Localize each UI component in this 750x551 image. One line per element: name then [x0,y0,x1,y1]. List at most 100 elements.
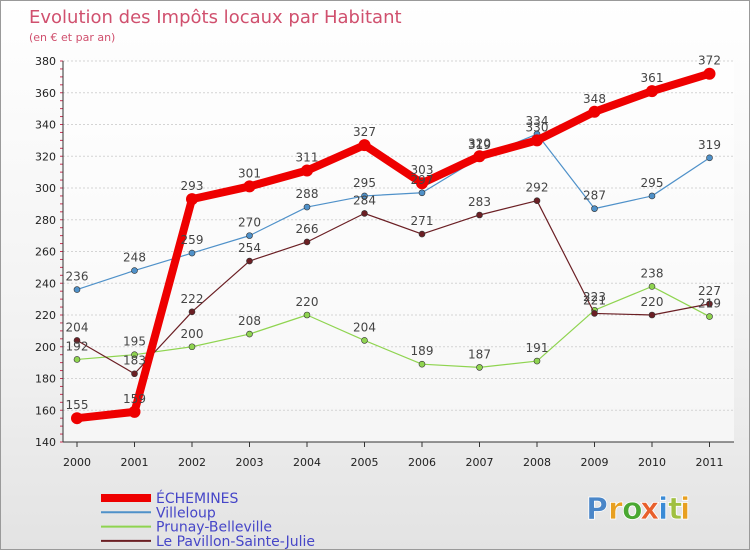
data-point-villeloup [418,189,426,197]
data-label-villeloup: 248 [123,251,146,265]
axes: 140 160 180 200 220 240 260 280 300 320 340 360 380 2… [35,55,734,469]
x-tick-label: 2005 [351,456,379,469]
series-line-echemines [73,69,714,423]
data-label-prunay-belleville: 195 [123,335,146,349]
data-point-villeloup [591,205,598,212]
y-tick-label: 360 [35,87,56,100]
data-point-le-pavillon-sainte-julie [591,310,598,317]
legend-label-echemines: ÉCHEMINES [156,490,239,507]
data-point-prunay-belleville [246,330,253,338]
data-label-villeloup: 259 [181,233,204,247]
data-label-le-pavillon-sainte-julie: 221 [583,293,606,307]
data-point-villeloup [648,192,656,200]
data-label-villeloup: 270 [238,216,261,230]
data-point-le-pavillon-sainte-julie [303,238,311,246]
y-tick-label: 300 [35,182,56,195]
data-label-le-pavillon-sainte-julie: 222 [181,292,204,306]
data-labels: 236 248 259 270 288 295 297 319 334 287 295 319 192 1… [66,54,721,412]
data-point-prunay-belleville [303,311,311,319]
data-label-villeloup: 295 [641,176,664,190]
data-point-echemines [646,85,658,98]
data-label-prunay-belleville: 200 [181,327,204,341]
data-label-prunay-belleville: 189 [411,344,434,358]
data-label-le-pavillon-sainte-julie: 292 [526,181,549,195]
x-tick-label: 2003 [236,456,264,469]
data-point-villeloup [706,154,713,162]
y-tick-label: 380 [35,55,56,68]
data-point-echemines [186,193,198,206]
data-label-echemines: 327 [353,125,376,139]
data-point-prunay-belleville [418,360,426,368]
data-point-le-pavillon-sainte-julie [73,337,81,344]
legend-label-villeloup: Villeloup [156,505,216,521]
logo-letter: r [608,492,623,527]
y-tick-label: 200 [35,341,56,354]
data-point-echemines [243,180,256,193]
data-point-prunay-belleville [476,364,483,371]
x-tick-label: 2001 [121,456,149,469]
y-tick-label: 340 [35,119,56,132]
data-point-prunay-belleville [533,357,541,365]
data-point-villeloup [131,267,138,274]
data-point-echemines [416,177,428,190]
data-label-echemines: 348 [583,92,606,106]
logo-letter: o [622,492,643,527]
data-point-prunay-belleville [361,337,368,344]
data-point-villeloup [246,232,253,239]
data-label-echemines: 301 [238,166,261,180]
data-point-le-pavillon-sainte-julie [648,311,656,319]
x-tick-label: 2011 [696,456,724,469]
logo-letter: i [680,492,690,527]
data-point-echemines [128,405,141,418]
data-label-echemines: 155 [66,398,89,412]
x-tick-label: 2009 [581,456,609,469]
series-line-le-pavillon-sainte-julie [76,200,711,375]
data-point-le-pavillon-sainte-julie [418,230,426,238]
series-line-prunay-belleville [76,285,711,368]
data-label-echemines: 311 [296,151,319,165]
data-label-le-pavillon-sainte-julie: 271 [411,214,434,228]
x-tick-label: 2004 [293,456,321,469]
x-tick-label: 2010 [638,456,666,469]
legend-label-prunay-belleville: Prunay-Belleville [156,520,272,536]
x-tick-label: 2006 [408,456,436,469]
x-tick-label: 2008 [523,456,551,469]
logo-letter: x [640,492,659,527]
data-label-villeloup: 334 [526,114,549,128]
y-tick-label: 160 [35,404,56,417]
x-tick-label: 2007 [466,456,494,469]
data-label-villeloup: 287 [583,189,606,203]
grid [63,60,734,443]
data-label-le-pavillon-sainte-julie: 227 [698,284,721,298]
logo-letter: t [668,492,682,527]
data-label-echemines: 361 [641,71,664,85]
data-label-echemines: 330 [526,120,549,134]
y-tick-label: 260 [35,246,56,259]
data-point-echemines [588,105,601,118]
data-label-prunay-belleville: 208 [238,314,261,328]
data-point-le-pavillon-sainte-julie [246,257,253,265]
data-label-prunay-belleville: 238 [641,266,664,280]
data-label-villeloup: 319 [698,138,721,152]
data-point-echemines [473,150,486,163]
data-label-echemines: 159 [123,392,146,406]
data-point-prunay-belleville [706,313,713,320]
data-point-le-pavillon-sainte-julie [706,300,713,308]
data-label-le-pavillon-sainte-julie: 283 [468,195,491,209]
data-label-villeloup: 288 [296,187,319,201]
data-point-echemines [703,67,716,80]
x-tick-label: 2002 [178,456,206,469]
data-label-le-pavillon-sainte-julie: 183 [123,354,146,368]
data-label-prunay-belleville: 223 [583,290,606,304]
data-label-villeloup: 295 [353,176,376,190]
series-line-villeloup [76,133,711,291]
data-label-villeloup: 297 [411,173,434,187]
data-label-prunay-belleville: 204 [353,320,376,334]
data-label-le-pavillon-sainte-julie: 254 [238,241,261,255]
y-tick-label: 140 [35,436,56,449]
data-label-prunay-belleville: 219 [698,297,721,311]
